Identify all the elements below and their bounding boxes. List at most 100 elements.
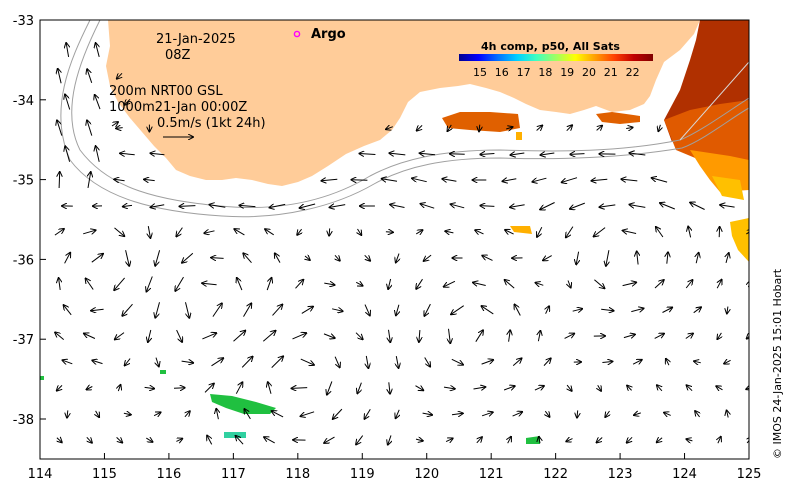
current-arrow [424,357,430,367]
current-arrow [576,251,578,265]
current-arrow [631,308,643,311]
current-arrow [147,276,153,292]
current-arrow [357,382,361,394]
current-arrow [356,435,364,445]
current-arrow [125,358,131,366]
x-tick-label: 121 [479,467,504,482]
current-arrow [181,361,194,363]
current-arrow [396,253,399,263]
current-arrow [243,303,252,317]
current-arrow [686,439,693,441]
current-arrow [96,410,100,417]
current-arrow [451,358,463,364]
current-arrow [482,306,494,315]
current-arrow [717,280,721,289]
current-arrow [54,229,64,236]
current-arrow [211,258,224,259]
current-arrow [538,331,540,342]
current-arrow [388,278,390,289]
current-arrow [693,307,701,314]
current-arrow [515,305,521,316]
current-arrow [330,205,346,208]
current-arrow [300,203,316,208]
current-arrow [445,231,454,233]
current-arrow [567,384,572,391]
current-arrow [416,278,423,289]
argo-label: Argo [311,27,346,42]
current-arrow [503,386,515,390]
current-arrow [512,358,521,366]
x-tick-label: 125 [737,467,762,482]
current-arrow [236,436,244,445]
current-arrow [508,437,511,444]
current-arrow [509,330,511,342]
current-arrow [424,254,432,261]
current-arrow [212,303,222,317]
current-arrow [153,412,161,415]
current-arrow [511,153,525,155]
current-arrow [503,179,517,182]
current-arrow [88,172,91,188]
current-arrow [654,334,664,339]
current-arrow [58,69,61,84]
current-arrow [292,388,308,389]
current-arrow [148,329,151,342]
current-arrow [623,334,635,337]
current-arrow [417,125,423,130]
current-arrow [243,253,252,264]
current-arrow [634,413,641,415]
colorbar-tick-label: 21 [604,66,618,79]
current-arrow [630,153,646,155]
current-arrow [717,332,721,339]
current-arrow [179,206,196,207]
current-arrow [626,128,632,129]
x-axis-ticks: 114 115 116 117 118 119 120 121 122 123 124 125 [28,453,762,482]
current-arrow [123,413,131,414]
current-arrow [396,409,400,418]
x-tick-label: 124 [672,467,697,482]
current-arrow [329,228,330,235]
current-arrow [364,254,370,260]
current-arrow [204,231,215,233]
current-arrow [532,178,547,182]
legend-line-2: 1000m21-Jan 00:00Z [109,100,247,115]
colorbar-tick-label: 20 [582,66,596,79]
current-arrow [505,280,515,289]
current-arrow [545,410,549,417]
current-arrow [114,227,125,236]
current-arrow [601,309,613,310]
scale-arrow-small [111,122,118,126]
current-arrow [482,256,493,261]
current-arrow [116,128,123,129]
current-arrow [148,226,150,238]
current-arrow [600,205,616,207]
current-arrow [211,358,224,367]
current-arrow [480,154,495,155]
current-arrow [265,229,274,236]
current-arrow [632,360,642,364]
current-arrow [754,310,761,311]
current-arrow [688,227,690,238]
x-tick-label: 123 [608,467,633,482]
current-arrow [685,334,693,339]
current-arrow [562,177,578,183]
imos-credit: © IMOS 24-Jan-2025 15:01 Hobart [771,268,784,459]
current-arrow [564,334,575,339]
current-arrow [540,202,555,210]
current-arrow [118,385,120,392]
current-arrow [543,255,552,261]
current-arrow [114,277,125,290]
current-arrow [117,72,122,78]
current-arrow [537,226,543,237]
current-arrow [216,409,218,420]
current-arrow [479,124,480,132]
legend-line-1: 200m NRT00 GSL [109,84,223,99]
current-arrow [64,253,71,264]
current-arrow [241,357,252,368]
current-arrow [546,306,550,314]
current-arrow [480,206,495,207]
current-arrow [65,146,71,162]
current-arrow [334,356,340,368]
current-arrow [444,280,456,286]
